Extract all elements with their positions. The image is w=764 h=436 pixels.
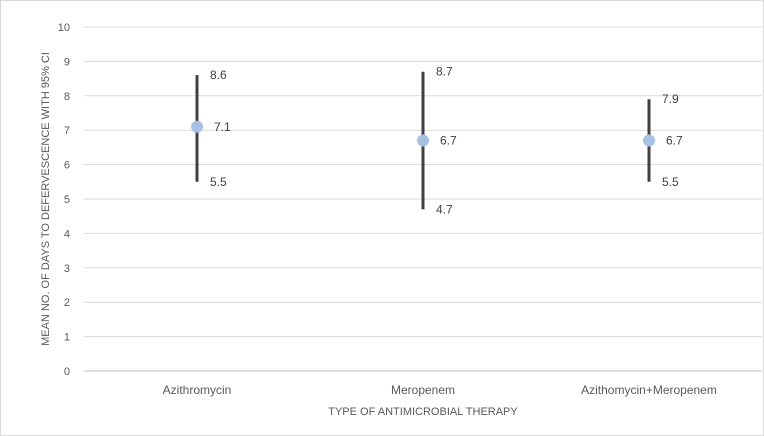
y-tick-label-0: 0 <box>64 366 70 378</box>
mean-point-1 <box>191 121 203 133</box>
y-tick-label-10: 10 <box>58 22 70 34</box>
mean-label-2: 6.7 <box>440 134 457 148</box>
x-category-label-2: Meropenem <box>391 383 455 397</box>
y-tick-label-3: 3 <box>64 263 70 275</box>
ci-high-label-2: 8.7 <box>436 65 453 79</box>
x-category-label-3: Azithomycin+Meropenem <box>581 383 717 397</box>
ci-low-label-1: 5.5 <box>210 175 227 189</box>
mean-point-2 <box>417 135 429 147</box>
y-tick-label-6: 6 <box>64 160 70 172</box>
mean-label-1: 7.1 <box>214 120 231 134</box>
ci-high-label-3: 7.9 <box>662 92 679 106</box>
x-category-label-1: Azithromycin <box>163 383 232 397</box>
ci-low-label-3: 5.5 <box>662 175 679 189</box>
y-axis-title: MEAN NO. OF DAYS TO DEFERVESCENCE WITH 9… <box>40 52 52 346</box>
y-tick-label-8: 8 <box>64 91 70 103</box>
ci-high-label-1: 8.6 <box>210 68 227 82</box>
y-tick-label-2: 2 <box>64 297 70 309</box>
y-tick-label-7: 7 <box>64 125 70 137</box>
y-tick-label-9: 9 <box>64 56 70 68</box>
y-tick-label-4: 4 <box>64 228 70 240</box>
x-axis-title: TYPE OF ANTIMICROBIAL THERAPY <box>328 406 518 418</box>
y-tick-label-1: 1 <box>64 332 70 344</box>
mean-point-3 <box>643 135 655 147</box>
ci-low-label-2: 4.7 <box>436 202 453 216</box>
mean-label-3: 6.7 <box>666 134 683 148</box>
y-tick-label-5: 5 <box>64 194 70 206</box>
